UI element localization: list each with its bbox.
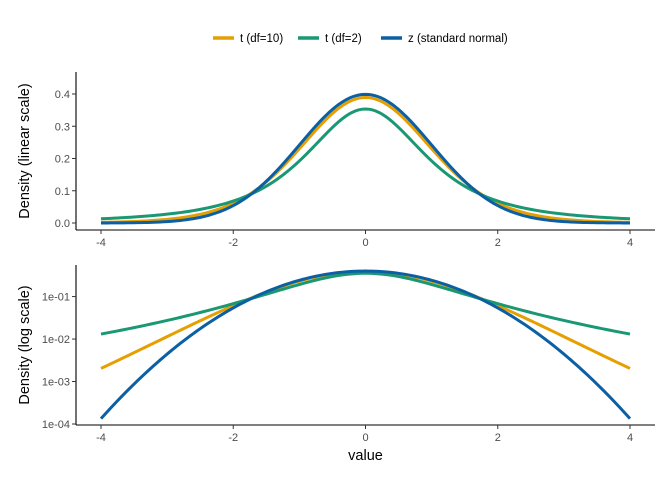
legend: t (df=10) t (df=2) z (standard normal) [213,33,508,45]
series-line-1 [100,96,631,224]
legend-item: z (standard normal) [381,33,508,45]
x-tick-label: 0 [362,237,368,249]
series-line-1 [100,270,631,370]
y-tick-label: 1e-01 [42,292,70,304]
x-tick-label: -4 [96,237,106,249]
series-line-3 [99,269,632,420]
y-tick-label: 1e-02 [42,334,70,346]
legend-item: t (df=10) [213,33,283,45]
x-tick-label: -4 [96,432,106,444]
legend-label: t (df=2) [325,33,362,45]
series-line-2 [100,271,631,336]
x-tick-label: 4 [627,432,633,444]
series-line-2 [100,107,631,221]
x-tick-label: -2 [228,237,238,249]
x-tick-label: 0 [362,432,368,444]
panel-linear-scale: 0.0 0.1 0.2 0.3 0.4 -4 -2 0 2 4 Density (linear sc… [17,72,655,249]
panel-log-scale: 1e-04 1e-03 1e-02 1e-01 -4 -2 0 2 4 Density (log … [17,265,655,464]
y-tick-label: 0.0 [55,218,70,230]
legend-item: t (df=2) [298,33,362,45]
y-tick-label: 0.4 [55,89,70,101]
y-tick-label: 0.1 [55,186,70,198]
y-tick-label: 0.3 [55,121,70,133]
series-line-3 [100,92,631,225]
y-axis-title: Density (linear scale) [17,83,33,218]
legend-label: z (standard normal) [408,33,508,45]
y-axis-title: Density (log scale) [17,285,33,404]
legend-label: t (df=10) [240,33,283,45]
y-tick-label: 1e-03 [42,377,70,389]
x-tick-label: 4 [627,237,633,249]
x-tick-label: 2 [495,237,501,249]
x-tick-label: 2 [495,432,501,444]
x-tick-label: -2 [228,432,238,444]
y-tick-label: 1e-04 [42,419,70,431]
y-tick-label: 0.2 [55,154,70,166]
x-axis-title: value [348,448,383,464]
